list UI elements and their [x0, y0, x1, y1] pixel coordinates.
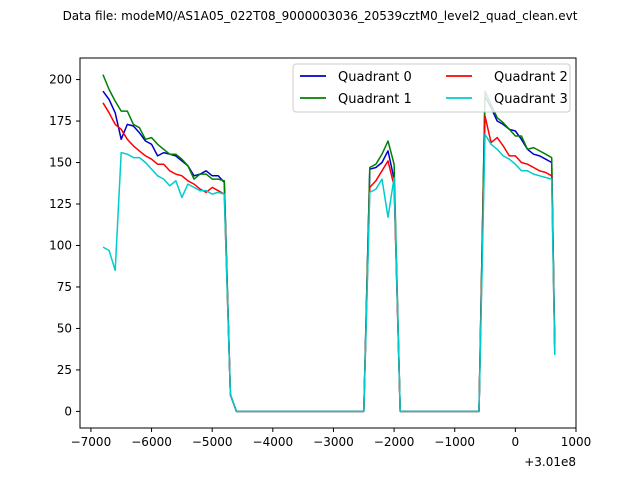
legend-label-quadrant-1: Quadrant 1 [338, 92, 412, 107]
x-offset-label: +3.01e8 [524, 455, 576, 469]
y-tick-label: 200 [49, 73, 72, 87]
legend-label-quadrant-3: Quadrant 3 [494, 92, 568, 107]
x-tick-label: −4000 [253, 435, 294, 449]
axes-frame [79, 57, 577, 429]
y-tick-label: 0 [64, 404, 72, 418]
legend-label-quadrant-0: Quadrant 0 [338, 70, 412, 85]
y-tick-label: 125 [49, 197, 72, 211]
y-tick-label: 175 [49, 114, 72, 128]
x-axis: −7000 −6000 −5000 −4000 −3000 −2000 −1000 0 1000 [71, 428, 592, 449]
x-tick-label: −3000 [313, 435, 354, 449]
y-axis: 0 25 50 75 100 125 150 175 200 [49, 73, 80, 418]
y-tick-label: 150 [49, 156, 72, 170]
x-tick-label: −7000 [71, 435, 112, 449]
legend: Quadrant 0 Quadrant 1 Quadrant 2 Quadrant 3 [292, 63, 571, 113]
y-tick-label: 50 [57, 321, 72, 335]
legend-frame [292, 63, 571, 113]
x-tick-label: 1000 [561, 435, 592, 449]
x-tick-label: −2000 [374, 435, 415, 449]
x-tick-label: −6000 [131, 435, 172, 449]
y-tick-label: 25 [57, 363, 72, 377]
series-line-quadrant-3 [102, 133, 556, 413]
y-tick-label: 75 [57, 280, 72, 294]
x-tick-label: 0 [512, 435, 520, 449]
chart-title: Data file: modeM0/AS1A05_022T08_90000030… [63, 9, 578, 23]
legend-label-quadrant-2: Quadrant 2 [494, 70, 568, 85]
x-tick-label: −1000 [434, 435, 475, 449]
y-tick-label: 100 [49, 238, 72, 252]
plot-area [102, 74, 556, 413]
x-tick-label: −5000 [192, 435, 233, 449]
